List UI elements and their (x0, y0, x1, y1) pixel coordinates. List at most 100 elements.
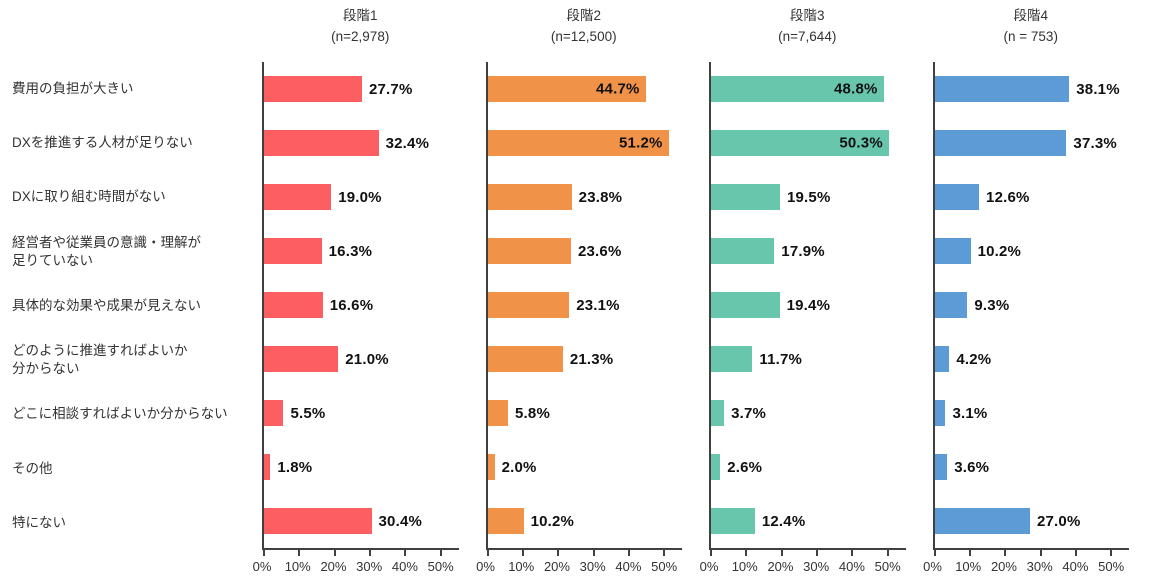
panel-header-2: 段階2 (n=12,500) (486, 6, 710, 62)
bar-value-label: 11.7% (759, 350, 803, 368)
bar-row: 23.1% (487, 278, 683, 332)
bar-row: 16.6% (264, 278, 459, 332)
bar (264, 454, 271, 480)
bar: 51.2% (487, 130, 669, 156)
bar-value-label: 23.6% (577, 242, 622, 260)
bar-row: 27.7% (264, 62, 459, 116)
axis-tick-label: 50% (651, 559, 678, 574)
bar-value-label: 12.4% (761, 512, 806, 530)
category-label: どこに相談すればよいか分からない (12, 406, 228, 422)
axis-tick-label: 10% (731, 559, 758, 574)
category-label: どのように推進すればよいか 分からない (12, 342, 188, 377)
bar (711, 454, 721, 480)
panel-header-1: 段階1 (n=2,978) (262, 6, 486, 62)
bar (934, 454, 948, 480)
bar (934, 184, 980, 210)
bar-value-label: 21.0% (345, 350, 389, 368)
axis-tick (627, 550, 630, 556)
axis-tick (745, 550, 748, 556)
bar-value-label: 16.3% (328, 242, 373, 260)
bar-value-label: 30.4% (378, 512, 423, 530)
bar-row: 4.2% (934, 332, 1130, 386)
bar-row: 5.5% (264, 386, 459, 440)
bar-value-label: 38.1% (1076, 80, 1120, 98)
bar-value-label: 10.2% (977, 242, 1022, 260)
bar (264, 238, 322, 264)
bar-value-label: 37.3% (1073, 134, 1117, 152)
axis-tick (1004, 550, 1007, 556)
bar-value-label: 2.0% (501, 458, 537, 476)
axis-tick (968, 550, 971, 556)
panel-stage-1: 27.7% 32.4% 19.0% 16.3% 16.6% 21.0% 5.5% 1.8% 30… (253, 62, 486, 581)
panel-title: 段階2 (566, 8, 601, 23)
axis-tick (557, 550, 560, 556)
category-label: その他 (12, 460, 53, 476)
bar-row: 51.2% (487, 116, 683, 170)
axis-tick-label: 10% (508, 559, 535, 574)
axis-tick (521, 550, 524, 556)
bar-value-label: 50.3% (839, 134, 883, 152)
axis-tick (333, 550, 336, 556)
bar-row: 21.0% (264, 332, 459, 386)
category-label: 具体的な効果や成果が見えない (12, 297, 201, 313)
panel-n-label: (n = 753) (1003, 28, 1058, 44)
bar-value-label: 32.4% (385, 134, 430, 152)
axis-tick (851, 550, 854, 556)
bar (487, 400, 508, 426)
bar (934, 130, 1067, 156)
axis-tick-label: 50% (427, 559, 454, 574)
bar (711, 400, 725, 426)
bar (487, 184, 572, 210)
bar-value-label: 27.0% (1036, 512, 1081, 530)
bar (711, 292, 780, 318)
bar-row: 32.4% (264, 116, 459, 170)
bar-value-label: 23.8% (578, 188, 623, 206)
bar: 50.3% (711, 130, 889, 156)
bar (264, 508, 372, 534)
plot-area: 38.1% 37.3% 12.6% 10.2% 9.3% 4.2% 3.1% 3.6% 27.0… (932, 62, 1130, 556)
bar: 48.8% (711, 76, 884, 102)
bar-row: 38.1% (934, 62, 1130, 116)
bar (934, 508, 1030, 534)
axis-tick (592, 550, 595, 556)
plot-area: 44.7% 51.2% 23.8% 23.6% 23.1% 21.3% 5.8% 2.0% 10… (485, 62, 683, 556)
bar-value-label: 1.8% (277, 458, 313, 476)
axis-tick-label: 40% (615, 559, 642, 574)
plot-area: 27.7% 32.4% 19.0% 16.3% 16.6% 21.0% 5.5% 1.8% 30… (262, 62, 459, 556)
axis-tick-label: 0% (252, 559, 272, 574)
bar (934, 346, 950, 372)
axis-tick (404, 550, 407, 556)
bar-row: 3.7% (711, 386, 906, 440)
bar (711, 346, 753, 372)
axis-tick-label: 30% (803, 559, 830, 574)
bar (264, 292, 323, 318)
bar-row: 11.7% (711, 332, 906, 386)
panel-n-label: (n=7,644) (778, 28, 837, 44)
bar (487, 292, 570, 318)
bar-row: 23.8% (487, 170, 683, 224)
bar (487, 346, 563, 372)
bar-row: 19.0% (264, 170, 459, 224)
axis-tick (1110, 550, 1113, 556)
axis-tick-label: 0% (699, 559, 719, 574)
axis-tick-label: 40% (838, 559, 865, 574)
panel-stage-3: 48.8% 50.3% 19.5% 17.9% 19.4% 11.7% 3.7% 2.6% 12… (700, 62, 933, 581)
axis-tick-label: 0% (476, 559, 495, 574)
panel-stage-4: 38.1% 37.3% 12.6% 10.2% 9.3% 4.2% 3.1% 3.6% 27.0… (923, 62, 1156, 581)
bar (264, 130, 379, 156)
bar-row: 3.6% (934, 440, 1130, 494)
panel-title: 段階3 (789, 8, 825, 23)
bar-row: 17.9% (711, 224, 906, 278)
axis-tick (816, 550, 819, 556)
bar-row: 16.3% (264, 224, 459, 278)
panel-stage-2: 44.7% 51.2% 23.8% 23.6% 23.1% 21.3% 5.8% 2.0% 10… (476, 62, 710, 581)
panel-n-label: (n=2,978) (331, 28, 390, 44)
bar (934, 400, 946, 426)
axis-tick (710, 550, 712, 556)
bar-row: 37.3% (934, 116, 1130, 170)
panel-title: 段階4 (1013, 8, 1048, 23)
bar-row: 27.0% (934, 494, 1130, 548)
bar (264, 400, 284, 426)
axis-tick-label: 30% (356, 559, 383, 574)
